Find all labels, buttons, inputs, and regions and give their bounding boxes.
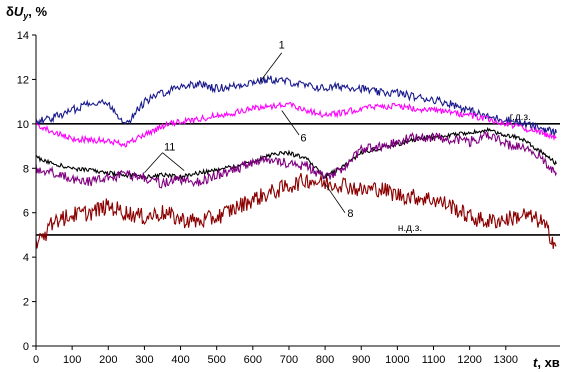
x-axis: 0 100 200 300 400 500 600 700 800 900 1000 1100 1200… <box>33 345 560 366</box>
x-tick-label: 1000 <box>385 354 409 366</box>
x-tick-label: 1100 <box>422 354 446 366</box>
annotation-leader <box>162 152 185 171</box>
y-axis: 0 2 4 6 8 10 12 14 <box>17 30 37 353</box>
series-line-purple <box>35 130 557 189</box>
series-line-6 <box>35 101 557 148</box>
y-tick-label: 6 <box>23 208 29 220</box>
y-tick-label: 2 <box>23 297 29 309</box>
x-tick-label: 1200 <box>457 354 481 366</box>
reference-line-label: г.д.з. <box>510 112 531 123</box>
annotation-leader <box>144 152 163 173</box>
series-line-8 <box>35 173 557 249</box>
series-annotation-1: 1 <box>279 39 285 51</box>
x-tick-label: 700 <box>280 354 298 366</box>
y-tick-label: 10 <box>17 119 29 131</box>
annotation-leader <box>324 183 346 213</box>
x-tick-label: 400 <box>171 354 189 366</box>
x-tick-label: 500 <box>208 354 226 366</box>
y-tick-label: 0 <box>23 341 29 353</box>
x-axis-title: t, хв <box>533 355 560 370</box>
y-tick-label: 14 <box>17 30 29 42</box>
series-line-11 <box>35 126 557 181</box>
x-tick-label: 1300 <box>494 354 518 366</box>
x-tick-label: 600 <box>244 354 262 366</box>
series-annotation-8: 8 <box>347 208 353 220</box>
y-tick-label: 4 <box>23 252 29 264</box>
plot-area: г.д.з. н.д.з. 1 6 11 8 <box>35 39 560 249</box>
x-tick-label: 800 <box>316 354 334 366</box>
x-tick-label: 300 <box>135 354 153 366</box>
reference-line-label: н.д.з. <box>398 223 422 234</box>
series-line-1 <box>35 74 557 137</box>
y-axis-title: δUy, % <box>6 4 48 21</box>
x-tick-label: 900 <box>352 354 370 366</box>
x-tick-label: 0 <box>33 354 39 366</box>
series-annotation-6: 6 <box>300 133 306 145</box>
y-tick-label: 8 <box>23 163 29 175</box>
annotation-leader <box>281 110 300 136</box>
series-annotation-11: 11 <box>164 142 175 154</box>
x-tick-label: 100 <box>63 354 81 366</box>
y-tick-label: 12 <box>17 74 29 86</box>
annotation-leader <box>259 52 283 82</box>
x-tick-label: 200 <box>99 354 117 366</box>
